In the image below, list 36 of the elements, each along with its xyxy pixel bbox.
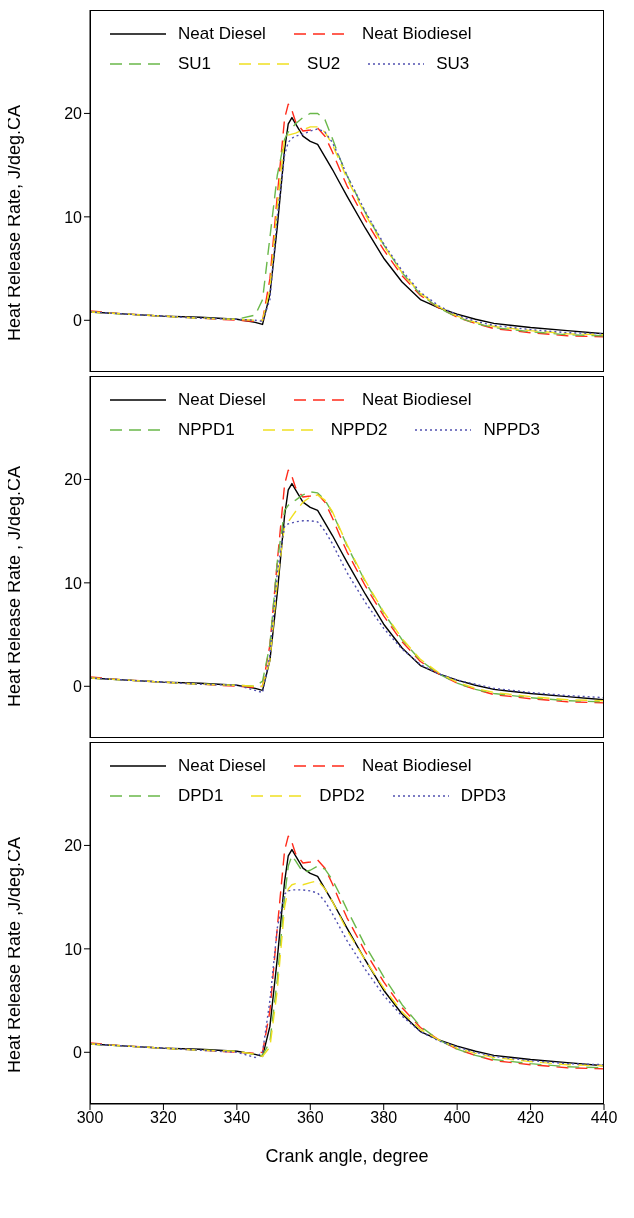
- legend-label: SU3: [436, 54, 470, 74]
- legend-label: SU1: [178, 54, 212, 74]
- y-tick-label: 20: [64, 471, 83, 489]
- x-tick-label: 360: [296, 1109, 324, 1127]
- legend-label: NPPD2: [330, 420, 388, 440]
- legend-label: NPPD3: [483, 420, 541, 440]
- x-tick-label: 400: [443, 1109, 471, 1127]
- legend-label: SU2: [307, 54, 341, 74]
- x-tick-label: 320: [150, 1109, 177, 1127]
- legend-label: Neat Biodiesel: [361, 24, 472, 44]
- legend-label: Neat Biodiesel: [361, 756, 472, 776]
- y-axis-title: Heat Release Rate ,J/deg.CA: [4, 836, 25, 1073]
- legend-label: Neat Biodiesel: [361, 390, 472, 410]
- y-axis-title: Heat Release Rate , J/deg.CA: [4, 465, 25, 707]
- legend-label: Neat Diesel: [178, 24, 266, 44]
- y-tick-label: 20: [64, 105, 83, 123]
- legend-label: Neat Diesel: [178, 390, 266, 410]
- x-tick-label: 380: [370, 1109, 398, 1127]
- legend-label: Neat Diesel: [178, 756, 266, 776]
- y-tick-label: 0: [73, 1043, 83, 1061]
- y-tick-label: 10: [64, 208, 83, 226]
- x-tick-label: 420: [517, 1109, 545, 1127]
- legend-label: DPD3: [460, 786, 507, 806]
- x-axis-title: Crank angle, degree: [265, 1146, 429, 1166]
- legend-label: DPD2: [319, 786, 365, 806]
- y-tick-label: 0: [73, 311, 83, 329]
- legend-label: NPPD1: [178, 420, 235, 440]
- x-tick-label: 440: [590, 1109, 618, 1127]
- y-tick-label: 0: [73, 677, 83, 695]
- legend-label: DPD1: [178, 786, 224, 806]
- x-tick-label: 300: [76, 1109, 104, 1127]
- y-tick-label: 20: [64, 837, 83, 855]
- y-axis-title: Heat Release Rate, J/deg.CA: [4, 104, 25, 341]
- x-tick-label: 340: [223, 1109, 251, 1127]
- y-tick-label: 10: [64, 940, 83, 958]
- y-tick-label: 10: [64, 574, 83, 592]
